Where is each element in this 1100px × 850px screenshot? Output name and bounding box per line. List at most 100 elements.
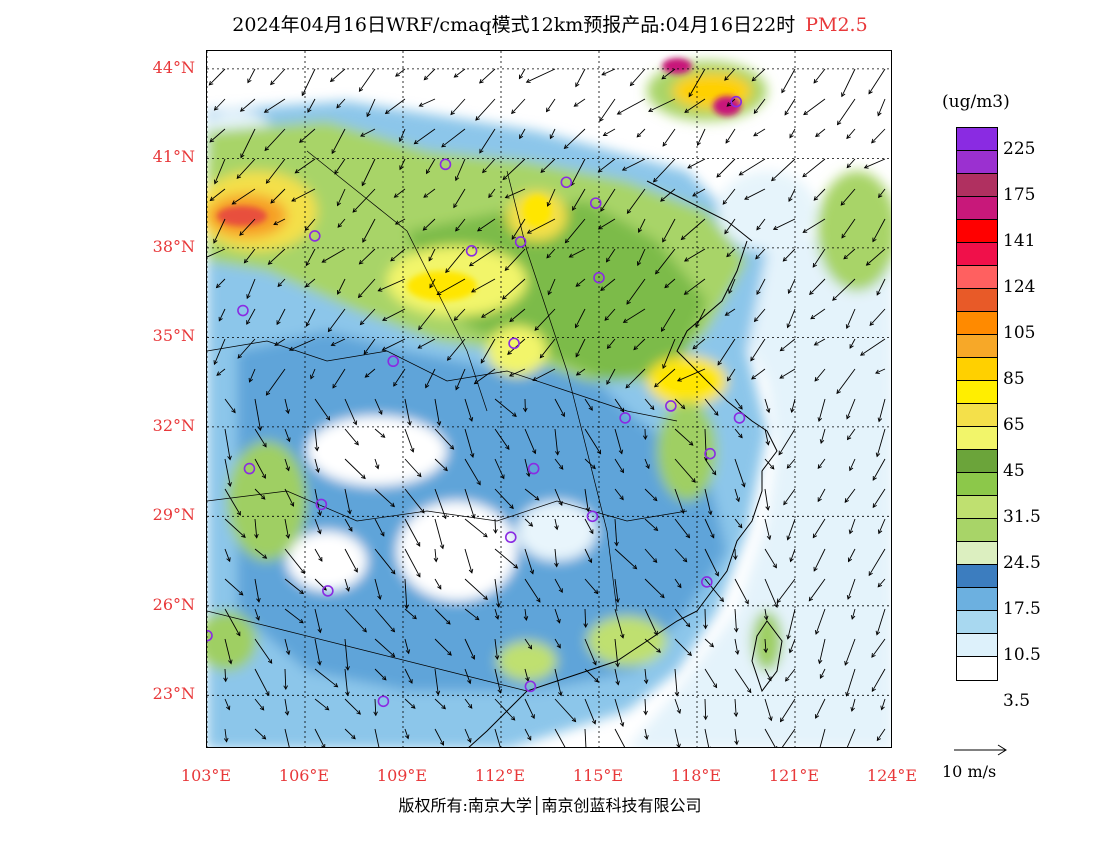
wind-arrow <box>434 578 442 590</box>
wind-vectors <box>207 68 886 747</box>
wind-arrow <box>464 428 475 459</box>
wind-arrow <box>267 248 286 265</box>
wind-arrow <box>584 728 587 747</box>
wind-arrow <box>464 458 481 486</box>
wind-arrow <box>684 248 706 262</box>
wind-arrow <box>374 518 385 537</box>
wind-arrow <box>546 188 556 207</box>
wind-arrow <box>633 338 646 351</box>
wind-arrow <box>358 248 376 265</box>
wind-arrow <box>734 578 749 605</box>
wind-arrow <box>584 488 591 513</box>
wind-arrow <box>329 68 346 83</box>
wind-arrow <box>344 518 353 532</box>
wind-arrow <box>361 158 376 187</box>
wind-arrow <box>704 518 715 539</box>
wind-arrow <box>344 698 361 715</box>
wind-arrow <box>877 98 886 117</box>
wind-arrow <box>464 638 476 660</box>
city-marker <box>560 176 573 189</box>
wind-arrow <box>644 458 650 470</box>
wind-arrow <box>404 668 413 684</box>
legend-value-label: 105 <box>1003 323 1036 343</box>
wind-arrow <box>523 608 529 621</box>
wind-arrow <box>298 128 316 143</box>
wind-arrow <box>871 638 886 658</box>
wind-arrow <box>395 68 406 77</box>
wind-arrow <box>364 368 376 378</box>
wind-arrow <box>674 398 686 410</box>
wind-arrow <box>454 158 466 182</box>
wind-arrow <box>734 668 752 694</box>
city-marker <box>504 531 517 544</box>
wind-arrow <box>734 458 746 488</box>
wind-arrow <box>877 398 886 423</box>
wind-arrow <box>404 578 409 610</box>
wind-arrow <box>384 98 406 115</box>
wind-arrow <box>846 158 856 169</box>
wind-arrow <box>248 368 256 383</box>
legend-color-cell <box>957 519 997 542</box>
wind-arrow <box>812 518 826 539</box>
wind-arrow <box>636 128 646 138</box>
wind-arrow <box>600 188 616 212</box>
wind-arrow <box>399 158 406 171</box>
longitude-tick-label: 124°E <box>866 766 918 785</box>
wind-arrow <box>724 308 736 316</box>
wind-arrow <box>704 668 718 689</box>
wind-arrow <box>814 368 826 382</box>
wind-arrow <box>493 518 498 534</box>
wind-arrow <box>871 128 886 144</box>
wind-arrow <box>755 248 766 260</box>
wind-arrow <box>374 638 396 658</box>
wind-arrow <box>756 278 766 296</box>
wind-arrow <box>434 458 448 472</box>
wind-arrow <box>564 218 586 244</box>
wind-arrow <box>362 218 376 243</box>
city-marker <box>665 400 677 412</box>
wind-arrow <box>674 488 685 514</box>
wind-arrow <box>786 518 796 541</box>
wind-arrow <box>331 128 346 155</box>
wind-arrow <box>344 398 358 426</box>
wind-arrow <box>213 98 226 111</box>
legend-color-cell <box>957 542 997 565</box>
wind-arrow <box>363 338 376 355</box>
wind-arrow <box>522 398 528 413</box>
wind-arrow <box>782 248 796 262</box>
city-marker <box>377 695 390 708</box>
city-marker <box>619 412 631 424</box>
wind-arrow <box>604 308 616 321</box>
wind-arrow <box>464 488 476 519</box>
wind-arrow <box>404 548 421 578</box>
wind-arrow <box>789 548 796 563</box>
wind-arrow <box>764 428 771 446</box>
wind-arrow <box>734 398 743 410</box>
wind-arrow <box>237 338 256 359</box>
wind-arrow <box>524 428 537 455</box>
wind-arrow <box>207 248 226 260</box>
wind-arrow <box>507 338 526 355</box>
wind-arrow <box>783 488 796 506</box>
concentration-field <box>207 51 891 747</box>
wind-arrow <box>781 68 796 94</box>
legend-color-cell <box>957 473 997 496</box>
wind-arrow <box>583 608 588 629</box>
legend-value-label: 45 <box>1003 461 1025 481</box>
wind-arrow <box>764 488 770 511</box>
wind-arrow <box>284 398 290 415</box>
legend-color-cell <box>957 358 997 381</box>
wind-arrow <box>254 608 260 621</box>
wind-arrow <box>584 548 593 564</box>
wind-arrow <box>734 638 740 656</box>
wind-arrow <box>314 698 330 711</box>
wind-arrow <box>674 578 682 589</box>
city-marker <box>704 447 716 460</box>
wind-arrow <box>314 728 326 747</box>
wind-arrow <box>509 308 526 323</box>
wind-arrow <box>288 338 316 351</box>
wind-arrow <box>273 218 286 226</box>
wind-arrow <box>704 398 719 416</box>
wind-arrow <box>717 338 736 366</box>
wind-arrow <box>359 308 376 326</box>
